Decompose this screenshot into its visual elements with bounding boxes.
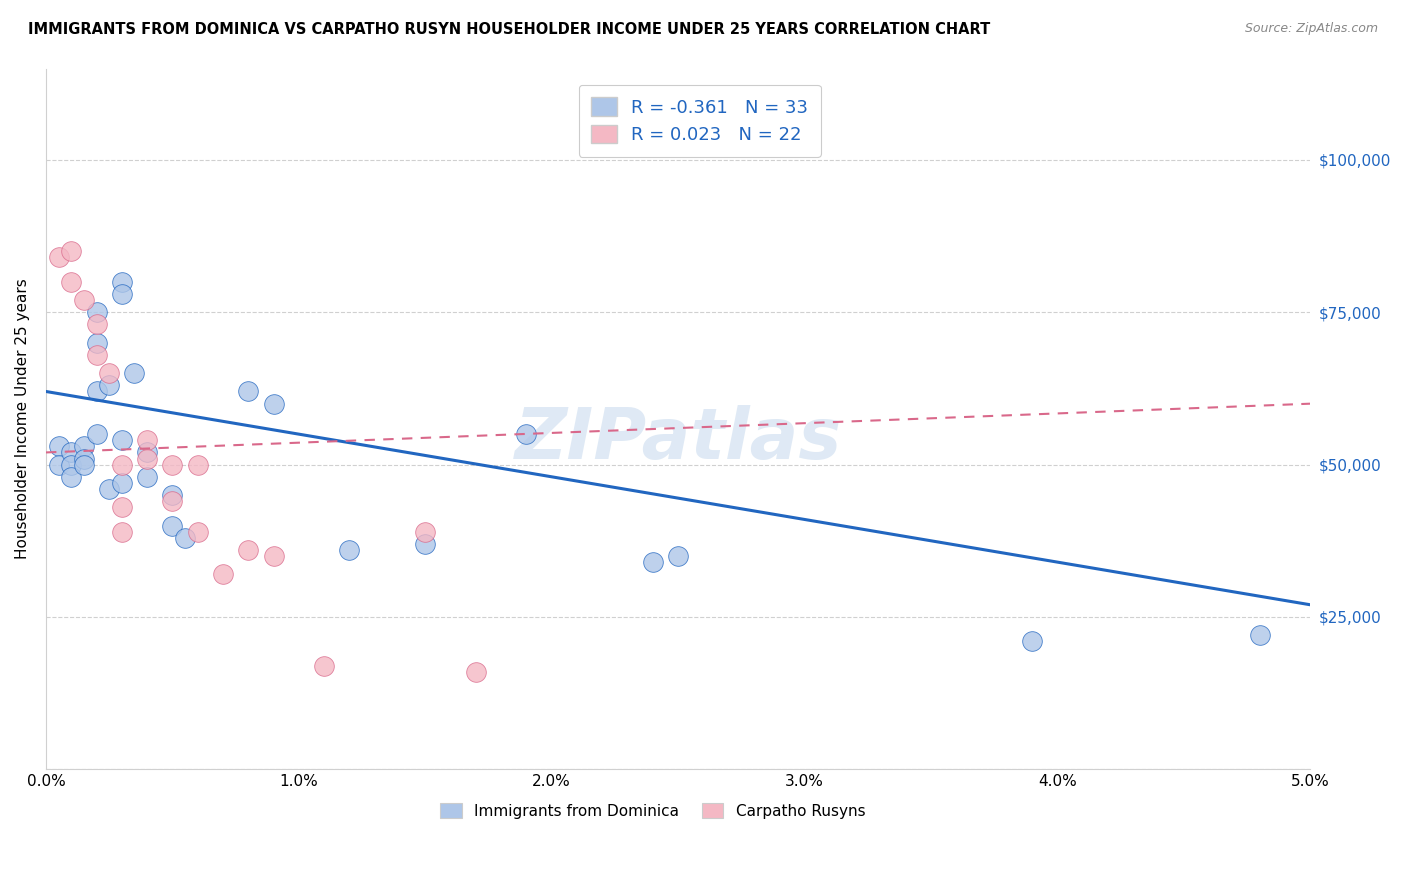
Point: [111, 524, 134, 539]
Point: [1021, 634, 1043, 648]
Point: [86, 384, 108, 399]
Point: [162, 488, 184, 502]
Text: Source: ZipAtlas.com: Source: ZipAtlas.com: [1244, 22, 1378, 36]
Point: [73, 439, 96, 453]
Point: [339, 543, 361, 558]
Point: [162, 458, 184, 472]
Point: [98, 366, 121, 380]
Legend: Immigrants from Dominica, Carpatho Rusyns: Immigrants from Dominica, Carpatho Rusyn…: [434, 797, 872, 825]
Point: [111, 500, 134, 515]
Point: [111, 434, 134, 448]
Point: [48, 458, 70, 472]
Point: [314, 658, 336, 673]
Point: [263, 549, 285, 563]
Point: [60, 244, 83, 259]
Point: [98, 378, 121, 392]
Point: [212, 567, 235, 582]
Point: [60, 458, 83, 472]
Y-axis label: Householder Income Under 25 years: Householder Income Under 25 years: [15, 278, 30, 559]
Point: [73, 458, 96, 472]
Point: [263, 397, 285, 411]
Point: [73, 293, 96, 307]
Point: [86, 335, 108, 350]
Point: [98, 482, 121, 496]
Point: [86, 348, 108, 362]
Point: [60, 275, 83, 289]
Point: [136, 434, 159, 448]
Point: [48, 439, 70, 453]
Text: ZIPatlas: ZIPatlas: [515, 406, 842, 475]
Point: [136, 470, 159, 484]
Point: [641, 555, 664, 569]
Point: [515, 427, 537, 442]
Point: [60, 445, 83, 459]
Point: [464, 665, 486, 679]
Point: [124, 366, 146, 380]
Point: [187, 458, 209, 472]
Point: [238, 384, 260, 399]
Point: [86, 427, 108, 442]
Point: [413, 524, 436, 539]
Point: [187, 524, 209, 539]
Point: [162, 518, 184, 533]
Point: [666, 549, 689, 563]
Point: [86, 305, 108, 319]
Point: [238, 543, 260, 558]
Point: [48, 251, 70, 265]
Point: [136, 445, 159, 459]
Point: [111, 475, 134, 490]
Point: [1249, 628, 1271, 642]
Point: [174, 531, 197, 545]
Point: [111, 458, 134, 472]
Point: [73, 451, 96, 466]
Point: [111, 287, 134, 301]
Text: IMMIGRANTS FROM DOMINICA VS CARPATHO RUSYN HOUSEHOLDER INCOME UNDER 25 YEARS COR: IMMIGRANTS FROM DOMINICA VS CARPATHO RUS…: [28, 22, 990, 37]
Point: [111, 275, 134, 289]
Point: [162, 494, 184, 508]
Point: [86, 318, 108, 332]
Point: [60, 470, 83, 484]
Point: [413, 537, 436, 551]
Point: [136, 451, 159, 466]
